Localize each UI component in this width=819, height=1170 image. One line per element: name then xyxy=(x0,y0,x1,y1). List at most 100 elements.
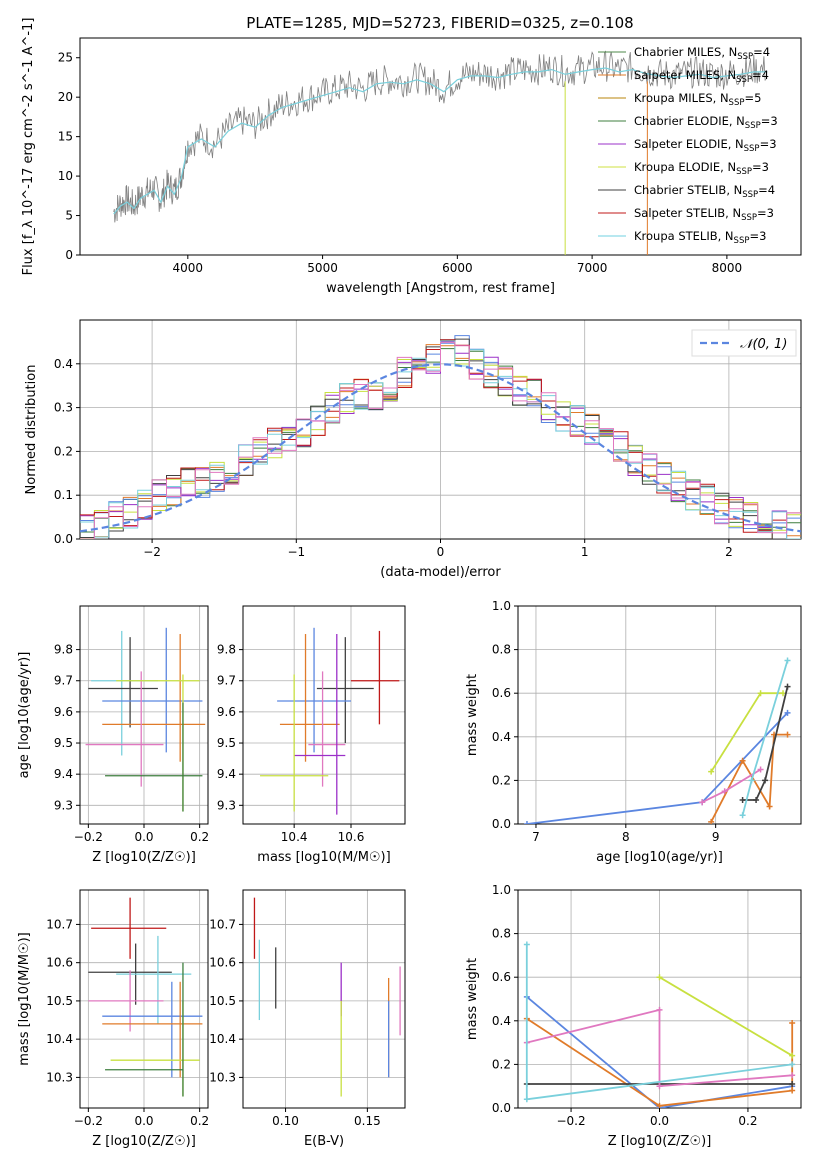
error-bars xyxy=(88,897,203,1097)
y-tick-label: 0.8 xyxy=(492,643,511,657)
y-axis-label: mass weight xyxy=(465,674,480,756)
weight-point xyxy=(739,797,746,804)
y-tick-label: 10.4 xyxy=(46,1032,73,1046)
x-axis-label: Z [log10(Z/Z☉)] xyxy=(608,1134,712,1149)
weight-point xyxy=(721,788,728,795)
x-axis-label: (data-model)/error xyxy=(380,565,501,580)
x-axis-label: wavelength [Angstrom, rest frame] xyxy=(326,281,555,296)
legend-entry: Chabrier STELIB, NSSP=4 xyxy=(634,183,775,200)
weight-point xyxy=(656,974,663,981)
error-bars xyxy=(85,627,206,812)
y-tick-label: 9.8 xyxy=(54,643,73,657)
weight-series-line xyxy=(710,733,788,823)
weight-point xyxy=(789,1081,796,1088)
y-tick-label: 15 xyxy=(58,130,73,144)
weight-point xyxy=(789,1087,796,1094)
x-tick-label: 0 xyxy=(437,545,445,559)
x-tick-label: 8000 xyxy=(712,261,743,275)
x-tick-label: 0.2 xyxy=(190,830,209,844)
y-tick-label: 0.1 xyxy=(54,488,73,502)
weight-point xyxy=(656,1102,663,1108)
weight-point xyxy=(739,757,746,764)
x-tick-label: 4000 xyxy=(173,261,204,275)
weight-point xyxy=(789,1061,796,1068)
y-tick-label: 10.7 xyxy=(46,917,73,931)
x-tick-label: 7 xyxy=(532,830,540,844)
y-tick-label: 5 xyxy=(65,209,73,223)
axes-frame xyxy=(517,605,802,825)
legend-entry: Chabrier MILES, NSSP=4 xyxy=(634,45,770,62)
y-tick-label: 10.6 xyxy=(46,956,73,970)
weight-series-line xyxy=(526,996,793,1108)
spectrum-lines xyxy=(113,50,768,255)
weight-point xyxy=(523,1096,530,1103)
x-axis-label: Z [log10(Z/Z☉)] xyxy=(92,850,196,865)
axes-frame xyxy=(242,605,406,825)
legend-entry: 𝒩(0, 1) xyxy=(740,337,787,352)
x-tick-label: 5000 xyxy=(307,261,338,275)
y-tick-label: 0.3 xyxy=(54,401,73,415)
weight-point xyxy=(748,777,755,784)
legend-entry: Kroupa STELIB, NSSP=3 xyxy=(634,229,766,246)
y-axis-label: age [log10(age/yr)] xyxy=(17,652,32,779)
weight-point xyxy=(699,799,706,806)
legend-entry: Salpeter MILES, NSSP=4 xyxy=(634,68,769,85)
weight-point xyxy=(523,941,530,948)
x-tick-label: 8 xyxy=(622,830,630,844)
weight-series-line xyxy=(742,686,789,801)
x-tick-label: −0.2 xyxy=(74,1114,103,1128)
weight-point xyxy=(766,803,773,810)
y-tick-label: 0.0 xyxy=(54,532,73,546)
weight-point xyxy=(789,1072,796,1079)
y-tick-label: 10.5 xyxy=(46,994,73,1008)
weight-point xyxy=(789,1019,796,1026)
legend-entry: Kroupa MILES, NSSP=5 xyxy=(634,91,761,108)
y-axis-label: mass [log10(M/M☉)] xyxy=(17,932,32,1065)
legend-entry: Salpeter ELODIE, NSSP=3 xyxy=(634,137,777,154)
ebv-mass-panel: 0.10 0.15 10.3 10.4 10.5 10.6 10.7 E(B-V) xyxy=(209,889,406,1149)
y-tick-label: 9.7 xyxy=(217,674,236,688)
age-weight-panel: 7 8 9 0.0 0.2 0.4 0.6 0.8 1.0 age [log10(age/yr)]… xyxy=(465,599,802,865)
x-tick-label: −0.2 xyxy=(74,830,103,844)
weight-point xyxy=(757,766,764,773)
x-tick-label: 0.15 xyxy=(354,1114,381,1128)
y-tick-label: 9.8 xyxy=(217,643,236,657)
y-tick-label: 0 xyxy=(65,248,73,262)
x-tick-label: 9 xyxy=(712,830,720,844)
y-tick-label: 0.0 xyxy=(492,1101,511,1115)
y-tick-label: 0.4 xyxy=(492,730,511,744)
y-tick-label: 25 xyxy=(58,51,73,65)
x-axis-label: mass [log10(M/M☉)] xyxy=(257,850,390,865)
x-tick-label: 7000 xyxy=(577,261,608,275)
y-tick-label: 9.5 xyxy=(217,736,236,750)
y-tick-label: 0.4 xyxy=(54,357,73,371)
residual-histogram-panel: −2 −1 0 1 2 0.0 0.1 0.2 0.3 0.4 (data-model)/error… xyxy=(24,319,802,580)
x-tick-label: 10.6 xyxy=(338,830,365,844)
weight-series-line xyxy=(741,660,789,816)
y-tick-label: 9.4 xyxy=(217,767,236,781)
y-tick-label: 0.6 xyxy=(492,970,511,984)
error-bars xyxy=(260,627,400,815)
weight-point xyxy=(784,709,791,716)
model-spectrum-line xyxy=(113,67,768,215)
weight-point xyxy=(739,812,746,819)
legend-entry: Kroupa ELODIE, NSSP=3 xyxy=(634,160,769,177)
weight-point xyxy=(784,683,791,690)
y-tick-label: 10.4 xyxy=(209,1032,236,1046)
histogram-series xyxy=(80,341,801,539)
y-tick-label: 10.3 xyxy=(209,1070,236,1084)
z-age-panel: −0.2 0.0 0.2 9.3 9.4 9.5 9.6 9.7 9.8 Z [log10(Z/Z… xyxy=(17,605,209,865)
weight-point xyxy=(789,1052,796,1059)
weight-point xyxy=(708,818,715,824)
observed-spectrum-line xyxy=(113,50,767,223)
y-tick-label: 9.3 xyxy=(217,798,236,812)
y-axis-label: Normed distribution xyxy=(24,365,39,495)
x-tick-label: 0.2 xyxy=(738,1114,757,1128)
weight-series-line xyxy=(526,712,789,824)
y-tick-label: 9.6 xyxy=(217,705,236,719)
x-tick-label: 0.10 xyxy=(272,1114,299,1128)
x-tick-label: −0.2 xyxy=(556,1114,585,1128)
x-tick-label: −2 xyxy=(143,545,161,559)
y-tick-label: 1.0 xyxy=(492,883,511,897)
axes-frame xyxy=(79,37,802,256)
